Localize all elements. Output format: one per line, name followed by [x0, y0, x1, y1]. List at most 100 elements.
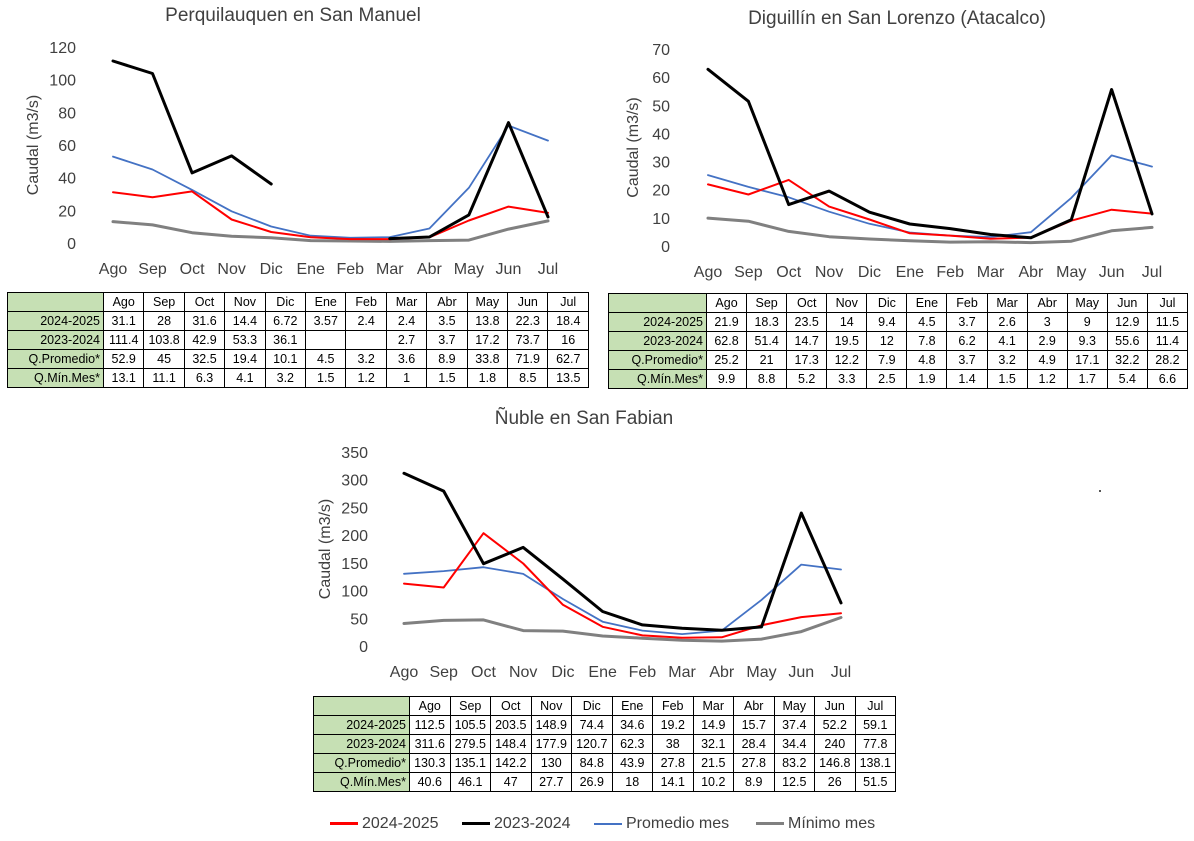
x-tick-label: Mar	[977, 264, 1005, 281]
table-cell: 2.7	[385, 330, 428, 350]
table-cell: 9.3	[1066, 331, 1108, 351]
table-cell: 21	[746, 350, 788, 370]
y-tick-label: 100	[341, 584, 368, 601]
table-cell: 28.4	[733, 734, 775, 754]
table-row-label: 2024-2025	[7, 311, 104, 331]
table-header-cell: Dic	[866, 293, 908, 313]
table-cell: 17.2	[466, 330, 509, 350]
y-tick-label: 20	[652, 183, 670, 200]
table-cell: 9.4	[866, 312, 908, 332]
table-header-cell: Feb	[946, 293, 988, 313]
table-header-cell: Mar	[692, 696, 734, 716]
table-cell: 51.5	[854, 772, 896, 792]
table-header-cell: Ene	[305, 292, 347, 312]
legend-label-2023-2024: 2023-2024	[494, 815, 571, 832]
table-header-cell: Oct	[183, 292, 226, 312]
y-tick-label: 250	[341, 500, 368, 517]
y-axis-label: Caudal (m3/s)	[625, 97, 642, 197]
table-cell: 12.2	[826, 350, 868, 370]
table-cell: 45	[143, 349, 185, 369]
table-cell: 5.4	[1106, 369, 1148, 389]
table-cell: 4.5	[305, 349, 347, 369]
y-axis-label: Caudal (m3/s)	[317, 499, 334, 599]
series-line-promedio-mes	[112, 124, 549, 239]
table-cell: 14	[826, 312, 868, 332]
table-cell: 3.7	[946, 312, 988, 332]
x-tick-label: Ene	[896, 264, 925, 281]
table-cell: 1.4	[946, 369, 988, 389]
x-tick-label: Dic	[858, 264, 881, 281]
table-row-label: Q.Mín.Mes*	[7, 368, 104, 388]
chart-diguillin: Diguillín en San Lorenzo (Atacalco) Cauda…	[625, 8, 1162, 281]
table-cell: 4.8	[906, 350, 948, 370]
table-cell: 1.7	[1066, 369, 1108, 389]
table-cell: 14.1	[652, 772, 694, 792]
table-header-cell: Mar	[986, 293, 1028, 313]
table-cell: 77.8	[854, 734, 896, 754]
table-cell	[345, 330, 387, 350]
x-tick-label: Abr	[709, 664, 735, 681]
table-cell: 19.5	[826, 331, 868, 351]
y-tick-label: 20	[58, 203, 76, 220]
x-tick-label: Abr	[1018, 264, 1044, 281]
table-cell: 14.7	[786, 331, 828, 351]
table-cell: 11.4	[1146, 331, 1189, 351]
table-cell: 112.5	[409, 715, 451, 735]
table-cell: 36.1	[264, 330, 307, 350]
legend-swatch-minimo-mes	[756, 822, 784, 826]
table-cell: 10.2	[692, 772, 734, 792]
x-tick-label: Jun	[496, 261, 522, 278]
table-row-label: 2024-2025	[608, 312, 707, 332]
x-tick-label: Ago	[694, 264, 723, 281]
y-axis-label: Caudal (m3/s)	[25, 95, 42, 195]
table-diguillin: Ago Sep Oct Nov Dic Ene Feb Mar Abr May Jun Jul 2024…	[608, 293, 1189, 389]
table-cell	[305, 330, 347, 350]
table-header-cell: Abr	[426, 292, 468, 312]
table-row: 2024-2025 21.9 18.3 23.5 14 9.4 4.5 3.7 2.6 3 9 12.…	[608, 312, 1189, 332]
table-cell: 12.5	[773, 772, 815, 792]
y-tick-label: 120	[49, 40, 76, 57]
table-cell: 8.5	[507, 368, 549, 388]
table-cell: 19.2	[652, 715, 694, 735]
table-row-label: Q.Promedio*	[313, 753, 410, 773]
table-cell: 1.5	[426, 368, 468, 388]
table-cell: 1.8	[466, 368, 509, 388]
table-cell: 279.5	[449, 734, 491, 754]
x-tick-label: May	[746, 664, 776, 681]
table-row: Q.Promedio* 130.3 135.1 142.2 130 84.8 43.9 27.…	[313, 753, 896, 773]
y-tick-label: 0	[359, 639, 368, 656]
table-cell: 6.3	[183, 368, 226, 388]
table-corner-cell	[313, 696, 410, 716]
table-cell: 13.5	[547, 368, 589, 388]
table-cell: 148.9	[530, 715, 572, 735]
table-header-cell: Jul	[854, 696, 896, 716]
y-tick-label: 10	[652, 211, 670, 228]
series-line-2024-2025	[403, 532, 842, 639]
series-line-m-nimo-mes	[706, 216, 1154, 245]
table-header-cell: Oct	[786, 293, 828, 313]
x-tick-label: Jul	[831, 664, 851, 681]
legend-label-2024-2025: 2024-2025	[362, 815, 439, 832]
table-row: Q.Mín.Mes* 40.6 46.1 47 27.7 26.9 18 14.1 10.2 8.…	[313, 772, 896, 792]
table-cell: 28.2	[1146, 350, 1189, 370]
table-row-label: Q.Promedio*	[7, 349, 104, 369]
table-cell: 27.8	[652, 753, 694, 773]
table-cell: 3	[1026, 312, 1068, 332]
table-row: Q.Mín.Mes* 9.9 8.8 5.2 3.3 2.5 1.9 1.4 1.5 1.2 1.7…	[608, 369, 1189, 389]
table-header-cell: Dic	[264, 292, 307, 312]
table-cell: 111.4	[102, 330, 145, 350]
y-tick-label: 60	[58, 138, 76, 155]
table-cell: 4.1	[224, 368, 266, 388]
table-row-label: Q.Mín.Mes*	[313, 772, 410, 792]
y-tick-label: 50	[652, 98, 670, 115]
y-tick-label: 150	[341, 556, 368, 573]
table-cell: 52.9	[102, 349, 145, 369]
table-header-cell: Ago	[409, 696, 451, 716]
table-cell: 4.5	[906, 312, 948, 332]
table-cell: 130.3	[409, 753, 451, 773]
series-line-2023-2024	[111, 59, 273, 186]
table-header-cell: Jul	[547, 292, 589, 312]
table-row: Q.Promedio* 52.9 45 32.5 19.4 10.1 4.5 3.2 3.6 8.…	[7, 349, 589, 369]
table-cell: 26.9	[571, 772, 613, 792]
x-tick-label: Oct	[471, 664, 496, 681]
